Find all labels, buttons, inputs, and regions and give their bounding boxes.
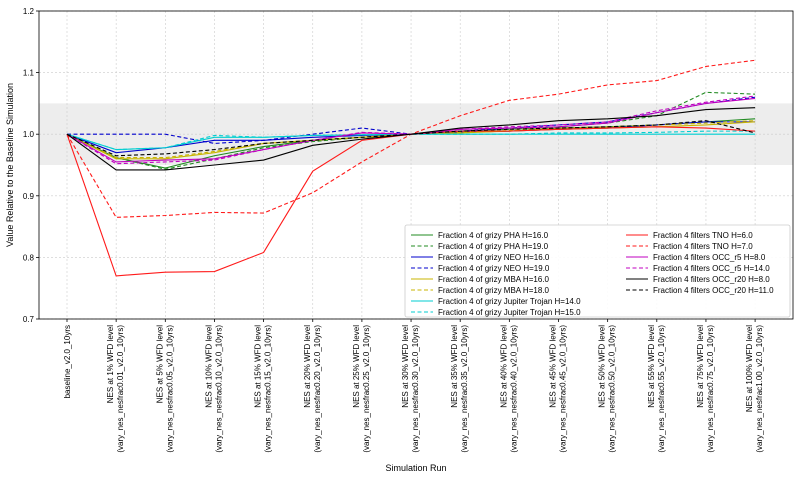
legend-label: Fraction 4 filters OCC_r5 H=14.0 <box>653 264 770 273</box>
legend-label: Fraction 4 filters TNO H=7.0 <box>653 242 753 251</box>
legend-label: Fraction 4 filters OCC_r5 H=8.0 <box>653 253 766 262</box>
x-tick-label: (vary_nes_nesfrac0.45_v2.0_10yrs) <box>559 325 568 453</box>
legend-label: Fraction 4 of grizy Jupiter Trojan H=14.… <box>438 297 581 306</box>
y-tick-label: 1.2 <box>23 7 35 16</box>
legend-label: Fraction 4 of grizy NEO H=19.0 <box>438 264 550 273</box>
x-axis: baseline_v2.0_10yrs NES at 1% WFD level (v… <box>63 319 764 453</box>
x-tick-label: (vary_nes_nesfrac0.01_v2.0_10yrs) <box>116 325 125 453</box>
y-tick-label: 1.0 <box>23 130 35 139</box>
x-tick-label: NES at 5% WFD level <box>155 325 164 403</box>
y-tick-label: 0.7 <box>23 315 35 324</box>
x-tick-label: (vary_nes_nesfrac0.55_v2.0_10yrs) <box>657 325 666 453</box>
x-tick-label: (vary_nes_nesfrac1.00_v2.0_10yrs) <box>755 325 764 453</box>
legend-label: Fraction 4 filters OCC_r20 H=8.0 <box>653 275 770 284</box>
x-tick-label: NES at 45% WFD level <box>549 325 558 408</box>
legend-label: Fraction 4 of grizy MBA H=18.0 <box>438 286 549 295</box>
x-tick-label: NES at 55% WFD level <box>647 325 656 408</box>
x-tick-label: NES at 100% WFD level <box>745 325 754 412</box>
y-tick-label: 0.8 <box>23 253 35 262</box>
series-lines <box>66 59 756 277</box>
x-tick-label: (vary_nes_nesfrac0.20_v2.0_10yrs) <box>313 325 322 453</box>
x-tick-label: NES at 40% WFD level <box>499 325 508 408</box>
x-axis-label: Simulation Run <box>385 463 446 473</box>
x-tick-label: NES at 25% WFD level <box>352 325 361 408</box>
series-line <box>66 107 756 171</box>
legend-label: Fraction 4 of grizy MBA H=16.0 <box>438 275 549 284</box>
x-tick-label: (vary_nes_nesfrac0.75_v2.0_10yrs) <box>706 325 715 453</box>
plot-frame <box>38 10 794 320</box>
y-axis: 0.7 0.8 0.9 1.0 1.1 1.2 <box>23 7 39 324</box>
legend-label: Fraction 4 of grizy PHA H=19.0 <box>438 242 549 251</box>
x-tick-label: (vary_nes_nesfrac0.05_v2.0_10yrs) <box>165 325 174 453</box>
legend-label: Fraction 4 filters OCC_r20 H=11.0 <box>653 286 774 295</box>
series-line <box>66 120 756 157</box>
x-tick-label: NES at 15% WFD level <box>254 325 263 408</box>
x-tick-label: NES at 50% WFD level <box>598 325 607 408</box>
x-tick-label: (vary_nes_nesfrac0.25_v2.0_10yrs) <box>362 325 371 453</box>
x-tick-label: baseline_v2.0_10yrs <box>63 325 72 398</box>
x-tick-label: (vary_nes_nesfrac0.15_v2.0_10yrs) <box>264 325 273 453</box>
x-tick-label: (vary_nes_nesfrac0.10_v2.0_10yrs) <box>214 325 223 453</box>
x-tick-label: NES at 35% WFD level <box>450 325 459 408</box>
x-tick-label: (vary_nes_nesfrac0.40_v2.0_10yrs) <box>509 325 518 453</box>
x-tick-label: (vary_nes_nesfrac0.35_v2.0_10yrs) <box>460 325 469 453</box>
legend-label: Fraction 4 of grizy PHA H=16.0 <box>438 231 549 240</box>
x-tick-label: NES at 75% WFD level <box>696 325 705 408</box>
x-tick-label: NES at 10% WFD level <box>204 325 213 408</box>
x-tick-label: NES at 20% WFD level <box>303 325 312 408</box>
x-tick-label: NES at 30% WFD level <box>401 325 410 408</box>
legend-label: Fraction 4 of grizy NEO H=16.0 <box>438 253 550 262</box>
x-tick-label: NES at 1% WFD level <box>106 325 115 403</box>
legend-box <box>404 224 791 318</box>
x-tick-label: (vary_nes_nesfrac0.30_v2.0_10yrs) <box>411 325 420 453</box>
legend-label: Fraction 4 of grizy Jupiter Trojan H=15.… <box>438 308 581 317</box>
y-tick-label: 0.9 <box>23 192 35 201</box>
x-tick-label: (vary_nes_nesfrac0.50_v2.0_10yrs) <box>608 325 617 453</box>
y-tick-label: 1.1 <box>23 69 35 78</box>
y-axis-label: Value Relative to the Baseline Simulatio… <box>5 83 15 247</box>
legend: Fraction 4 of grizy PHA H=16.0 Fraction 4… <box>404 224 791 318</box>
legend-label: Fraction 4 filters TNO H=6.0 <box>653 231 753 240</box>
